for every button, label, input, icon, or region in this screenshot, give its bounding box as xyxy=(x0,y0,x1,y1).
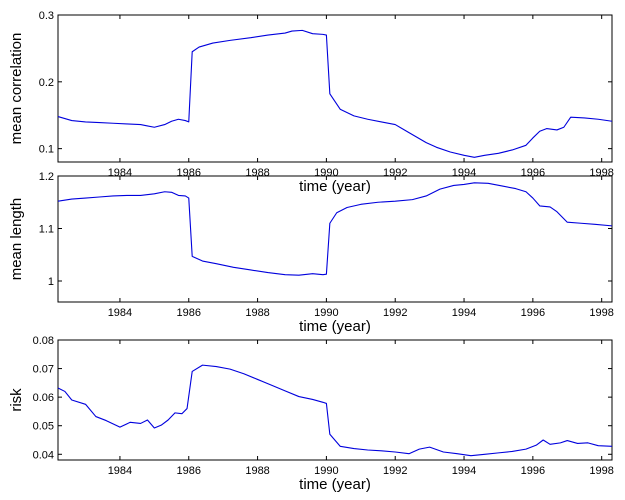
x-tick-label: 1996 xyxy=(521,465,545,477)
panel-length: 1984 1986 1988 1990 1992 1994 1996 1998 1 1.1 1.2 t… xyxy=(8,171,614,335)
series-line-risk xyxy=(57,364,613,457)
y-tick-label: 0.06 xyxy=(33,392,54,404)
y-axis-label: risk xyxy=(8,388,25,412)
axes-frame xyxy=(57,175,613,303)
x-tick-label: 1998 xyxy=(589,465,613,477)
series-line-correlation xyxy=(57,29,613,158)
panel-correlation: 1984 1986 1988 1990 1992 1994 1996 19980.10.20.… xyxy=(8,10,614,195)
y-axis-label: mean length xyxy=(8,198,25,281)
x-axis-label: time (year) xyxy=(299,476,371,493)
x-tick-label: 1986 xyxy=(177,465,201,477)
x-tick-label: 1988 xyxy=(245,307,269,319)
y-tick-label: 0.07 xyxy=(33,364,54,376)
panel-risk: 1984 1986 1988 1990 1992 1994 1996 1998 0.04 0.05… xyxy=(8,335,614,493)
x-tick-label: 1994 xyxy=(452,307,476,319)
y-tick-label: 1.1 xyxy=(39,224,54,236)
x-tick-label: 1990 xyxy=(314,465,338,477)
x-tick-label: 1988 xyxy=(245,465,269,477)
series-line-length xyxy=(57,182,613,276)
x-tick-label: 1984 xyxy=(108,307,132,319)
y-axis-label: mean correlation xyxy=(8,33,25,145)
y-tick-label: 0.04 xyxy=(33,449,54,461)
axes-frame xyxy=(57,14,613,163)
y-tick-label: 0.2 xyxy=(39,77,54,89)
y-tick-label: 0.05 xyxy=(33,421,54,433)
x-tick-label: 1998 xyxy=(589,307,613,319)
y-tick-label: 0.08 xyxy=(33,335,54,347)
x-tick-label: 1992 xyxy=(383,307,407,319)
y-tick-label: 1.2 xyxy=(39,171,54,183)
y-tick-label: 1 xyxy=(48,276,54,288)
x-tick-label: 1996 xyxy=(521,307,545,319)
x-tick-label: 1986 xyxy=(177,307,201,319)
y-tick-label: 0.1 xyxy=(39,144,54,156)
x-axis-label: time (year) xyxy=(299,178,371,195)
x-tick-label: 1990 xyxy=(314,307,338,319)
x-tick-label: 1984 xyxy=(108,465,132,477)
x-tick-label: 1992 xyxy=(383,465,407,477)
axes-frame xyxy=(57,339,613,461)
x-tick-label: 1994 xyxy=(452,465,476,477)
y-tick-label: 0.3 xyxy=(39,10,54,22)
x-axis-label: time (year) xyxy=(299,318,371,335)
